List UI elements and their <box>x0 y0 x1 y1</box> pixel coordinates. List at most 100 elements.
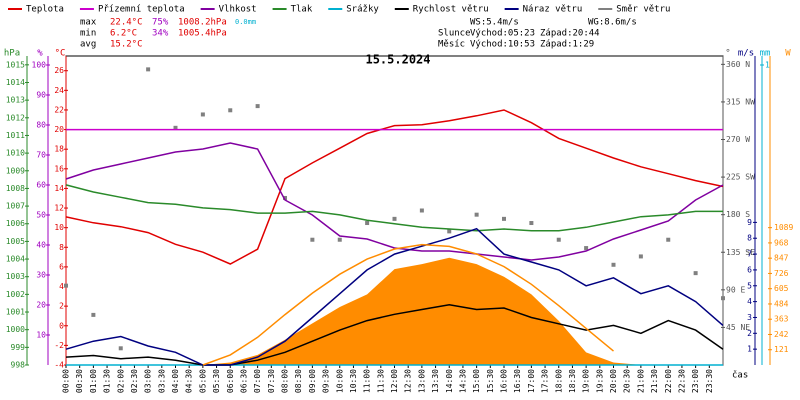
y-tick-label: 5 <box>747 281 752 290</box>
y-tick-label: 12 <box>54 204 64 213</box>
astro-text: Západ:20:44 <box>540 29 600 39</box>
x-tick-label: 16:00 <box>500 369 509 393</box>
y-tick-label: 8 <box>747 234 752 243</box>
y-tick-label: 20 <box>36 301 46 310</box>
x-tick-label: 12:30 <box>404 369 413 393</box>
x-tick-label: 03:00 <box>144 369 153 393</box>
y-tick-label: 999 <box>11 343 26 352</box>
x-tick-label: 08:00 <box>281 369 290 393</box>
x-tick-label: 22:30 <box>677 369 686 393</box>
stat-text: 22.4°C <box>110 18 143 28</box>
x-tick-label: 11:30 <box>376 369 385 393</box>
x-tick-label: 20:00 <box>609 369 618 393</box>
y-tick-label: 6 <box>59 262 64 271</box>
x-tick-label: 04:00 <box>171 369 180 393</box>
legend-label: Vlhkost <box>219 5 257 15</box>
series-line <box>65 142 724 261</box>
y-tick-label: 4 <box>59 282 64 291</box>
y-tick-label: 10 <box>36 331 46 340</box>
scatter-point <box>365 221 370 226</box>
y-tick-label: 1014 <box>6 78 25 87</box>
legend-label: Směr větru <box>616 5 670 15</box>
x-tick-label: 06:30 <box>239 369 248 393</box>
scatter-point <box>693 271 698 276</box>
x-tick-label: 10:30 <box>349 369 358 393</box>
y-tick-label: 9 <box>747 218 752 227</box>
x-tick-label: 16:30 <box>513 369 522 393</box>
x-tick-label: 17:00 <box>527 369 536 393</box>
astro-text: Východ:10:53 <box>470 40 535 50</box>
series-line <box>65 109 724 265</box>
x-tick-label: 05:00 <box>198 369 207 393</box>
x-axis-label: čas <box>732 370 748 381</box>
x-tick-label: 19:00 <box>582 369 591 393</box>
legend-label: Teplota <box>26 5 64 15</box>
y-tick-label: 26 <box>54 66 64 75</box>
x-tick-label: 11:00 <box>363 369 372 393</box>
y-tick-label: 60 <box>36 181 46 190</box>
y-tick-label: 40 <box>36 241 46 250</box>
stat-text: 0.0mm <box>235 18 256 26</box>
y-tick-label: 605 <box>774 284 789 293</box>
axis-unit: W <box>785 49 791 59</box>
x-tick-label: 15:30 <box>486 369 495 393</box>
y-tick-label: 121 <box>774 345 789 354</box>
y-tick-label: 7 <box>747 250 752 259</box>
y-tick-label: 10 <box>54 223 64 232</box>
scatter-point <box>474 212 479 217</box>
y-tick-label: 1002 <box>6 290 25 299</box>
x-tick-label: 00:30 <box>75 369 84 393</box>
x-tick-label: 07:30 <box>267 369 276 393</box>
scatter-point <box>173 125 178 130</box>
stat-text: avg <box>80 40 96 50</box>
y-tick-label: 968 <box>774 238 789 247</box>
x-tick-label: 14:30 <box>458 369 467 393</box>
axis-unit: hPa <box>4 49 20 59</box>
scatter-point <box>91 312 96 317</box>
x-tick-label: 21:30 <box>650 369 659 393</box>
legend-label: Náraz větru <box>523 5 583 15</box>
x-tick-label: 02:30 <box>130 369 139 393</box>
x-tick-label: 10:00 <box>335 369 344 393</box>
legend-label: Tlak <box>291 5 313 15</box>
y-tick-label: 1005 <box>6 237 25 246</box>
y-tick-label: 1008 <box>6 184 25 193</box>
y-tick-label: 100 <box>32 61 47 70</box>
y-tick-label: 1007 <box>6 202 25 211</box>
astro-text: Východ:05:23 <box>470 29 535 39</box>
x-tick-label: 14:00 <box>445 369 454 393</box>
y-tick-label: 1013 <box>6 96 25 105</box>
y-tick-label: 18 <box>54 145 64 154</box>
scatter-point <box>118 346 123 351</box>
y-tick-label: 998 <box>11 361 26 370</box>
legend-label: Přízemní teplota <box>98 5 185 15</box>
y-tick-label: 2 <box>59 302 64 311</box>
y-tick-label: 90 <box>36 91 46 100</box>
series-line <box>202 243 614 366</box>
x-tick-label: 23:30 <box>705 369 714 393</box>
y-tick-label: 1003 <box>6 272 25 281</box>
scatter-point <box>611 262 616 267</box>
scatter-point <box>584 246 589 251</box>
scatter-point <box>64 283 68 288</box>
x-tick-label: 03:30 <box>157 369 166 393</box>
y-tick-label: 270 W <box>726 135 750 144</box>
y-tick-label: 1 <box>765 61 770 70</box>
y-tick-label: 1 <box>747 345 752 354</box>
scatter-point <box>228 108 233 113</box>
stat-text: 6.2°C <box>110 29 137 39</box>
astro-text: WG:8.6m/s <box>588 18 637 28</box>
y-tick-label: 135 SE <box>726 248 755 257</box>
astro-text: Měsíc <box>438 40 465 50</box>
x-tick-label: 06:00 <box>226 369 235 393</box>
series-area <box>66 257 723 365</box>
stat-text: 34% <box>152 29 169 39</box>
x-tick-label: 08:30 <box>294 369 303 393</box>
astro-text: WS:5.4m/s <box>470 18 519 28</box>
scatter-point <box>638 254 643 259</box>
scatter-point <box>419 208 424 213</box>
y-tick-label: 1009 <box>6 166 25 175</box>
y-tick-label: 180 S <box>726 210 750 219</box>
x-tick-label: 01:00 <box>89 369 98 393</box>
